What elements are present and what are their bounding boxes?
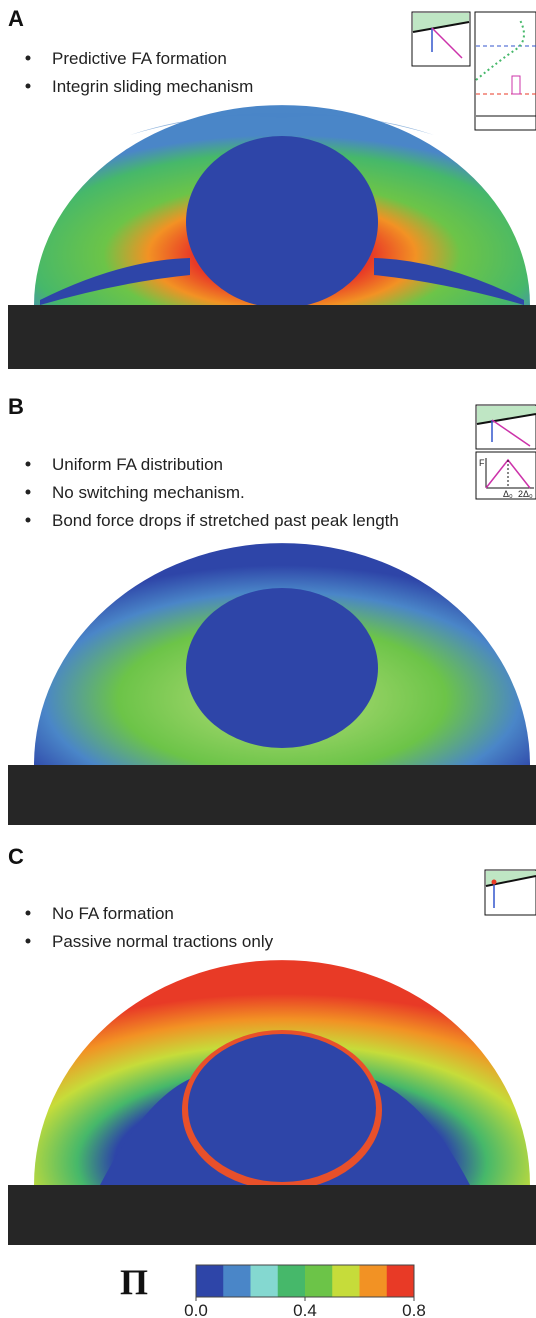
colorbar-segment [305,1265,333,1297]
bullet-text: Passive normal tractions only [52,932,274,951]
bullet [26,911,31,916]
panel-label: B [8,394,24,419]
bullet [26,84,31,89]
inset [412,12,536,130]
bullet-text: Predictive FA formation [52,49,227,68]
colorbar: 0.0 0.4 0.8 [184,1265,426,1318]
substrate [8,305,536,369]
bullet [26,56,31,61]
cell-simulation [34,960,530,1190]
inset-text: F [479,458,485,468]
panel-label: A [8,6,24,31]
panel-label: C [8,844,24,869]
bullet-text: Uniform FA distribution [52,455,223,474]
colorbar-tick-label: 0.8 [402,1301,426,1318]
bullet [26,939,31,944]
colorbar-segment [387,1265,415,1297]
colorbar-segment [332,1265,360,1297]
figure: A Predictive FA formation Integrin slidi… [0,0,536,1318]
cell-simulation [34,105,530,308]
colorbar-segment [223,1265,251,1297]
colorbar-symbol: Π [120,1262,148,1302]
inset: F Δ₀ 2Δ₀ [476,405,536,499]
colorbar-tick-label: 0.4 [293,1301,317,1318]
substrate [8,1185,536,1245]
colorbar-segment [278,1265,306,1297]
substrate [8,765,536,825]
inset [485,870,536,915]
inset-text: 2Δ₀ [518,489,533,499]
colorbar-tick-label: 0.0 [184,1301,208,1318]
page: {"panels": [ {"label": "A", "bullets": [… [0,0,536,1318]
colorbar-segment [196,1265,224,1297]
bullet-text: Integrin sliding mechanism [52,77,253,96]
bullet [26,462,31,467]
bullet [26,490,31,495]
bullet-text: No switching mechanism. [52,483,245,502]
inset-text: Δ₀ [503,489,513,499]
bullet-text: Bond force drops if stretched past peak … [52,511,399,530]
cell-simulation [34,543,530,765]
bullet [26,518,31,523]
colorbar-segment [251,1265,279,1297]
bullet-text: No FA formation [52,904,174,923]
colorbar-segment [360,1265,388,1297]
